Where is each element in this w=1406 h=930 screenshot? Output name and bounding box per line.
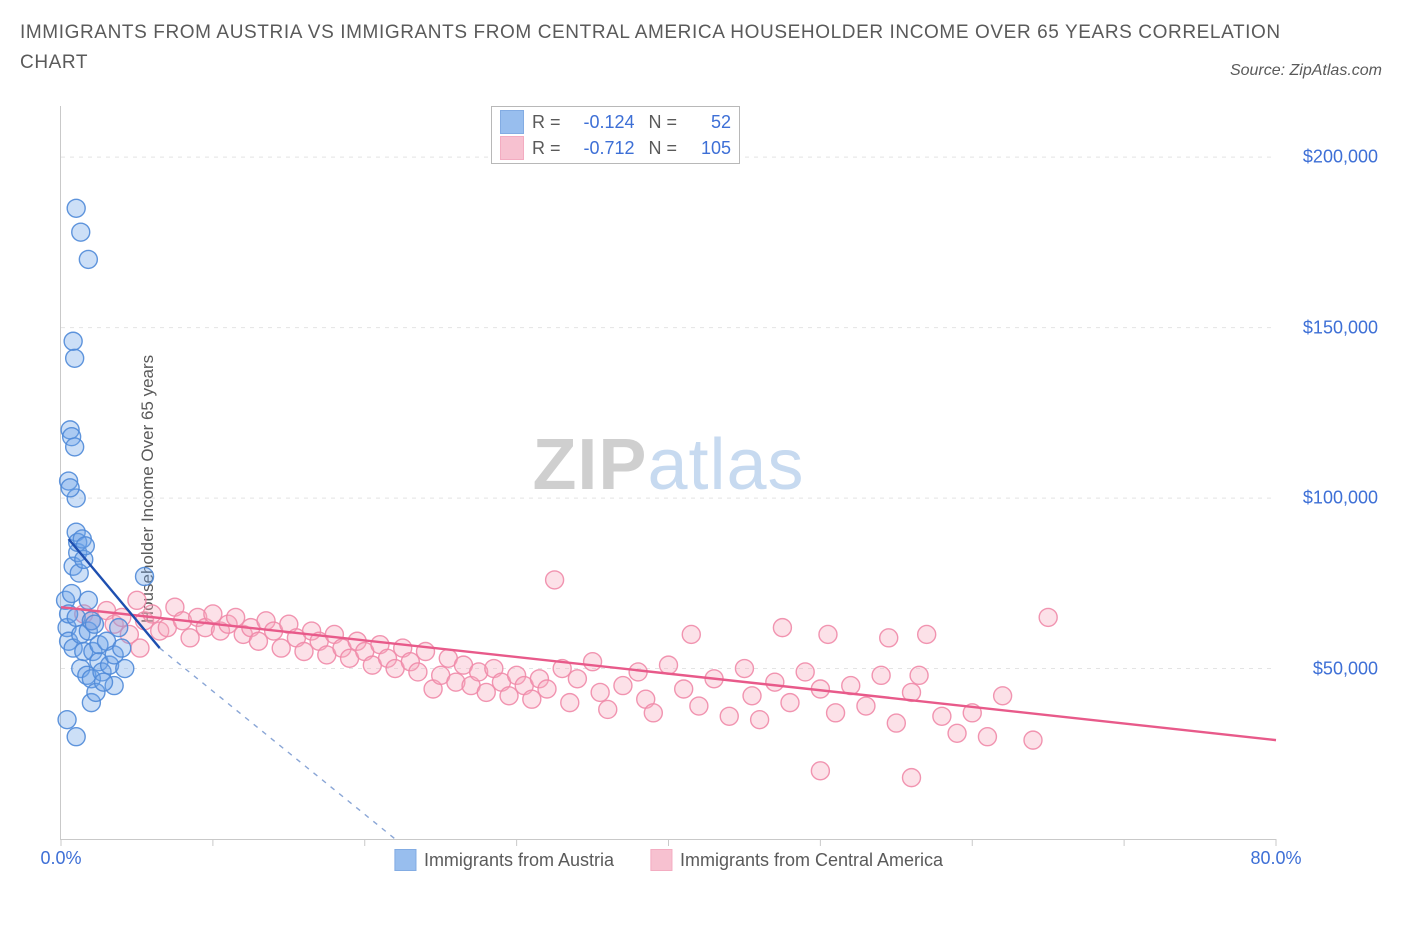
series-legend: Immigrants from Austria Immigrants from …: [394, 849, 943, 871]
scatter-svg: [61, 106, 1276, 839]
r-value-austria: -0.124: [565, 112, 635, 133]
legend-label-central-america: Immigrants from Central America: [680, 850, 943, 871]
title-line-1: IMMIGRANTS FROM AUSTRIA VS IMMIGRANTS FR…: [20, 18, 1386, 48]
y-tick-label: $200,000: [1303, 147, 1378, 168]
chart-title: IMMIGRANTS FROM AUSTRIA VS IMMIGRANTS FR…: [0, 0, 1406, 83]
x-tick-label: 80.0%: [1250, 848, 1301, 869]
n-value-central-america: 105: [681, 138, 731, 159]
r-label: R =: [532, 112, 561, 133]
legend-swatch-central-america: [500, 136, 524, 160]
y-tick-label: $50,000: [1313, 658, 1378, 679]
n-label: N =: [649, 112, 678, 133]
y-tick-label: $150,000: [1303, 317, 1378, 338]
stats-legend-box: R = -0.124 N = 52 R = -0.712 N = 105: [491, 106, 740, 164]
n-label: N =: [649, 138, 678, 159]
chart-container: Householder Income Over 65 years ZIPatla…: [20, 98, 1386, 880]
legend-swatch-austria: [394, 849, 416, 871]
r-value-central-america: -0.712: [565, 138, 635, 159]
x-tick-label: 0.0%: [40, 848, 81, 869]
legend-swatch-central-america: [650, 849, 672, 871]
legend-swatch-austria: [500, 110, 524, 134]
stats-legend-row-central-america: R = -0.712 N = 105: [492, 135, 739, 161]
legend-item-austria: Immigrants from Austria: [394, 849, 614, 871]
stats-legend-row-austria: R = -0.124 N = 52: [492, 109, 739, 135]
n-value-austria: 52: [681, 112, 731, 133]
r-label: R =: [532, 138, 561, 159]
title-line-2: CHART: [20, 48, 1386, 78]
legend-item-central-america: Immigrants from Central America: [650, 849, 943, 871]
source-attribution: Source: ZipAtlas.com: [1230, 62, 1382, 80]
plot-area: ZIPatlas R = -0.124 N = 52 R = -0.712 N …: [60, 106, 1276, 840]
y-tick-label: $100,000: [1303, 488, 1378, 509]
legend-label-austria: Immigrants from Austria: [424, 850, 614, 871]
